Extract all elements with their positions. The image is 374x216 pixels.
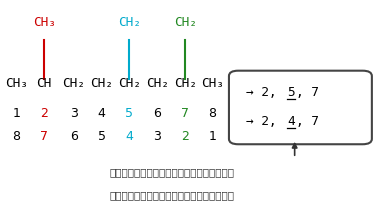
Text: 8: 8 — [208, 107, 216, 120]
Text: , 7: , 7 — [296, 86, 319, 100]
Text: 1: 1 — [12, 107, 20, 120]
Text: CH₂: CH₂ — [62, 77, 85, 90]
Text: 4: 4 — [287, 115, 295, 129]
Text: 置換基のついた炭素の位置番号を比較すると: 置換基のついた炭素の位置番号を比較すると — [110, 167, 234, 177]
Text: ４の方が小さいため、右から読む方法を採用: ４の方が小さいため、右から読む方法を採用 — [110, 191, 234, 200]
Text: CH₂: CH₂ — [90, 77, 113, 90]
Text: CH₃: CH₃ — [201, 77, 224, 90]
Text: CH₃: CH₃ — [33, 16, 55, 29]
Text: 5: 5 — [125, 107, 134, 120]
Text: 3: 3 — [153, 130, 161, 143]
Text: 7: 7 — [40, 130, 48, 143]
Text: 2: 2 — [181, 130, 189, 143]
Text: 5: 5 — [287, 86, 295, 100]
Text: CH₂: CH₂ — [174, 16, 197, 29]
Text: CH₂: CH₂ — [118, 16, 141, 29]
Text: → 2,: → 2, — [246, 86, 285, 100]
Text: → 2,: → 2, — [246, 115, 285, 129]
Text: 7: 7 — [181, 107, 189, 120]
Text: 6: 6 — [70, 130, 78, 143]
Text: 4: 4 — [98, 107, 105, 120]
Text: CH₃: CH₃ — [5, 77, 28, 90]
Text: 3: 3 — [70, 107, 78, 120]
Text: CH₂: CH₂ — [174, 77, 197, 90]
Text: CH₂: CH₂ — [146, 77, 169, 90]
Text: 4: 4 — [126, 130, 134, 143]
Text: 6: 6 — [153, 107, 161, 120]
FancyBboxPatch shape — [229, 71, 372, 144]
Text: CH₂: CH₂ — [118, 77, 141, 90]
Text: 1: 1 — [208, 130, 216, 143]
Text: CH: CH — [36, 77, 52, 90]
Text: 8: 8 — [12, 130, 20, 143]
Text: 2: 2 — [40, 107, 48, 120]
Text: 5: 5 — [98, 130, 105, 143]
Text: , 7: , 7 — [296, 115, 319, 129]
